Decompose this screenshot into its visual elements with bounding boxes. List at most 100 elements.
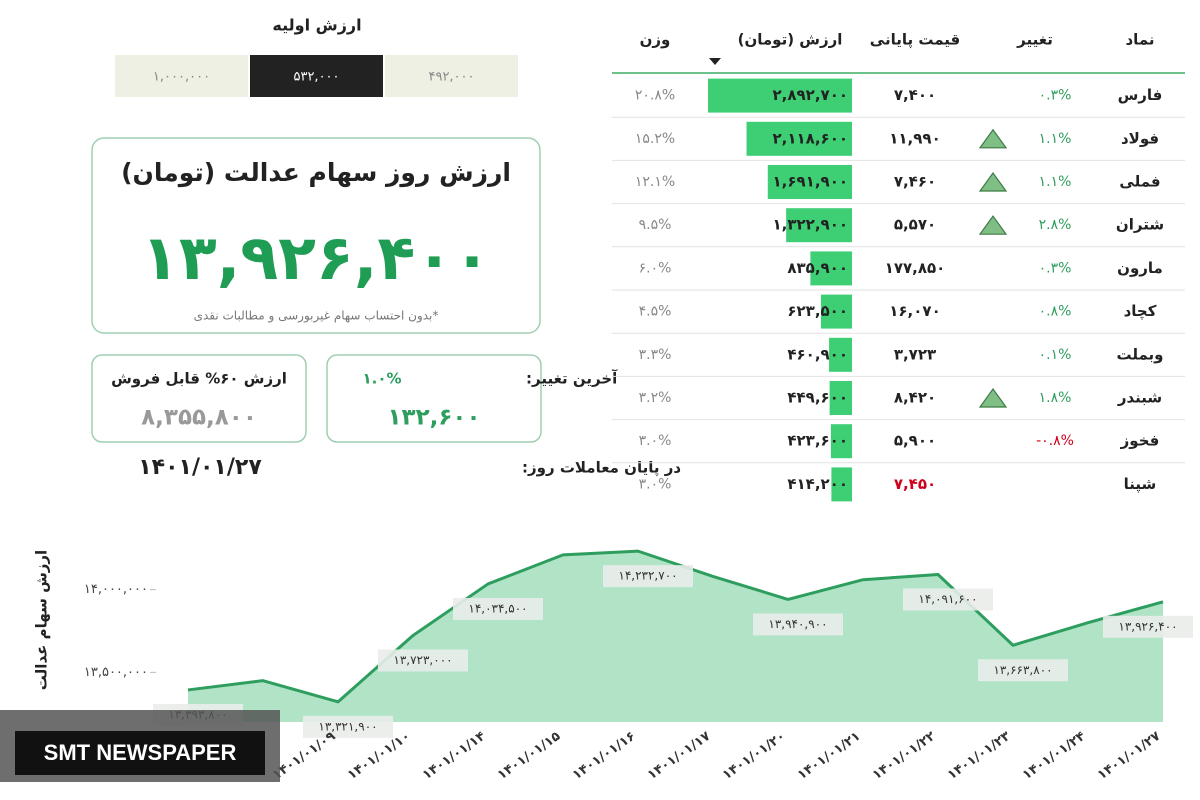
price: ۷,۴۰۰ (894, 86, 936, 104)
weight: ۱۵.۲% (635, 131, 675, 147)
value: ۴۱۴,۲۰۰ (787, 475, 848, 493)
card-note: *بدون احتساب سهام غیربورسی و مطالبات نقد… (194, 309, 439, 324)
initial-value-options: ۱,۰۰۰,۰۰۰ ۵۳۲,۰۰۰ ۴۹۲,۰۰۰ (115, 55, 518, 97)
area-line (187, 549, 1164, 704)
value-bar (829, 337, 852, 372)
value-label: ۱۳,۹۲۶,۴۰۰ (1118, 619, 1177, 633)
column-header: نماد (1125, 31, 1154, 49)
value: ۱,۶۹۱,۹۰۰ (773, 173, 848, 191)
value: ۱,۳۲۲,۹۰۰ (773, 216, 848, 234)
price: ۳,۷۲۳ (894, 345, 936, 363)
symbol: شبندر (1117, 389, 1162, 407)
value: ۴۴۹,۶۰۰ (787, 389, 848, 407)
option-box[interactable] (385, 55, 518, 97)
symbol: فارس (1118, 86, 1163, 104)
price: ۷,۴۶۰ (894, 173, 936, 191)
value-label-bg (978, 659, 1068, 682)
weight: ۳.۳% (639, 347, 672, 363)
option-box[interactable] (115, 55, 248, 97)
weight: ۳.۲% (639, 390, 672, 406)
change: ۰.۱% (1039, 347, 1072, 363)
change: ۰.۸% (1039, 304, 1072, 320)
value-label: ۱۳,۷۲۳,۰۰۰ (393, 653, 452, 667)
value: ۲,۸۹۲,۷۰۰ (773, 86, 848, 104)
value-label-bg (1103, 615, 1193, 638)
weight: ۴.۵% (639, 304, 672, 320)
value: ۲,۱۱۸,۶۰۰ (773, 129, 848, 147)
last-change-percent: ۱.۰% (362, 370, 401, 388)
y-tick-label: ۱۳,۵۰۰,۰۰۰ (84, 665, 148, 680)
card-value: ۱۳,۹۲۶,۴۰۰ (141, 221, 491, 294)
value-bar (831, 467, 852, 502)
option-label: ۵۳۲,۰۰۰ (293, 70, 339, 85)
value-label: ۱۳,۶۶۳,۸۰۰ (993, 663, 1052, 677)
symbol: وبملت (1116, 345, 1163, 363)
column-header: ارزش (تومان) (738, 31, 843, 49)
value-bar (767, 165, 852, 199)
value-label-bg (903, 588, 993, 611)
holdings-table: نماد تغییر قیمت پایانی ارزش (تومان) وزن فارس ۰… (612, 31, 1185, 502)
value-bar (708, 78, 852, 113)
up-arrow (978, 128, 1008, 149)
change: ۰.۳% (1039, 88, 1072, 104)
value-bar (820, 294, 852, 329)
value: ۴۶۰,۹۰۰ (787, 345, 848, 363)
last-change-value: ۱۳۲,۶۰۰ (388, 405, 481, 431)
column-header: وزن (640, 31, 671, 49)
weight: ۳.۰% (639, 476, 672, 492)
value-bar (810, 251, 852, 286)
weight: ۱۲.۱% (635, 174, 675, 190)
change: -۰.۸% (1036, 433, 1074, 449)
card-title: ارزش روز سهام عدالت (تومان) (121, 158, 511, 188)
change: ۱.۸% (1039, 390, 1072, 406)
up-arrow (978, 215, 1008, 235)
price: ۱۷۷,۸۵۰ (885, 259, 946, 277)
up-arrow (978, 171, 1008, 192)
sellable-label: ارزش ۶۰% قابل فروش (111, 370, 287, 388)
closing-label: در پایان معاملات روز: (522, 459, 681, 478)
value-label: ۱۴,۰۹۱,۶۰۰ (918, 592, 977, 606)
value-label-bg (378, 649, 468, 672)
weight: ۶.۰% (639, 260, 672, 276)
symbol: شپنا (1124, 475, 1157, 494)
value: ۴۲۳,۶۰۰ (787, 432, 848, 450)
option-label: ۴۹۲,۰۰۰ (428, 70, 474, 85)
value-label-bg (453, 597, 543, 620)
value: ۶۲۳,۵۰۰ (787, 302, 848, 320)
symbol: شتران (1116, 216, 1164, 234)
up-arrow (978, 387, 1008, 408)
symbol: کچاد (1124, 302, 1157, 321)
sort-indicator (709, 58, 721, 65)
sellable-value: ۸,۳۵۵,۸۰۰ (141, 405, 257, 431)
change: ۱.۱% (1039, 174, 1072, 190)
change: ۱.۱% (1039, 131, 1072, 147)
symbol: فخوز (1120, 432, 1160, 450)
weight: ۳.۰% (639, 433, 672, 449)
value: ۸۳۵,۹۰۰ (787, 259, 848, 277)
y-tick-label: ۱۴,۰۰۰,۰۰۰ (84, 582, 148, 597)
option-box[interactable] (250, 55, 383, 97)
change: ۰.۳% (1039, 260, 1072, 276)
column-header: قیمت پایانی (870, 31, 960, 50)
value-bar (830, 424, 852, 459)
value-label-bg (753, 613, 843, 636)
watermark-box (15, 731, 265, 775)
watermark: SMT NEWSPAPER (44, 740, 237, 765)
value-label: ۱۴,۰۳۴,۵۰۰ (468, 601, 527, 615)
price: ۱۶,۰۷۰ (889, 302, 940, 320)
closing-date: ۱۴۰۱/۰۱/۲۷ (138, 455, 262, 480)
sellable-card (91, 354, 307, 443)
weight: ۹.۵% (639, 217, 672, 233)
value-bar (746, 121, 852, 156)
column-header: تغییر (1016, 31, 1053, 49)
symbol: فملی (1119, 173, 1160, 191)
main-card (91, 137, 541, 334)
weight: ۲۰.۸% (635, 88, 675, 104)
symbol: مارون (1117, 259, 1163, 277)
value-bar (829, 381, 852, 415)
last-change-label: آخرین تغییر: (526, 370, 618, 388)
y-axis-label: ارزش سهام عدالت (33, 550, 51, 690)
value-label-bg (303, 715, 393, 738)
value-bar (786, 208, 852, 243)
